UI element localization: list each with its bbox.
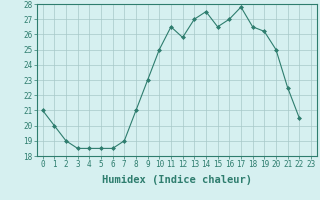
X-axis label: Humidex (Indice chaleur): Humidex (Indice chaleur) bbox=[102, 175, 252, 185]
